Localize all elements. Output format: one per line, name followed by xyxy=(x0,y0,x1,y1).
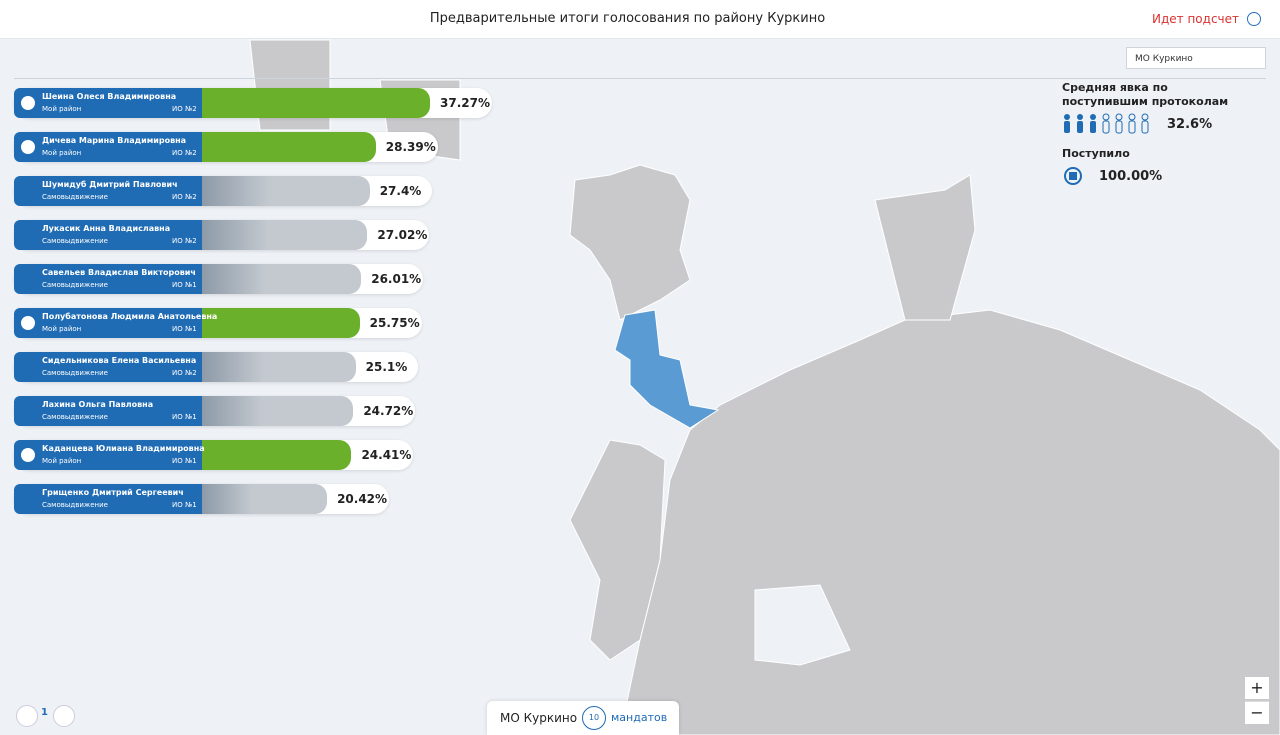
candidate-info xyxy=(14,132,202,162)
result-bar xyxy=(202,132,376,162)
candidate-party: Мой район xyxy=(42,325,82,333)
result-bar xyxy=(202,484,328,514)
turnout-title: Средняя явка по поступившим протоколам xyxy=(1062,81,1229,108)
result-bar xyxy=(202,352,356,382)
candidate-party: Самовыдвижение xyxy=(42,281,108,289)
mandates-count: 10 xyxy=(582,706,606,730)
candidate-party: Самовыдвижение xyxy=(42,501,108,509)
candidate-info xyxy=(14,484,202,514)
candidate-party: Самовыдвижение xyxy=(42,413,108,421)
candidate-percent: 27.02% xyxy=(377,228,428,242)
candidate-district: ИО №2 xyxy=(172,149,197,157)
candidate-name: Савельев Владислав Викторович xyxy=(42,268,196,277)
zoom-in[interactable]: + xyxy=(1245,677,1269,699)
candidate-district: ИО №2 xyxy=(172,237,197,245)
party-logo xyxy=(21,140,35,154)
candidate-percent: 25.1% xyxy=(365,360,408,374)
candidate-district: ИО №1 xyxy=(172,325,197,333)
map-region xyxy=(754,584,851,666)
page-number[interactable]: 1 xyxy=(41,707,48,718)
next-page[interactable] xyxy=(53,705,75,727)
candidate-district: ИО №1 xyxy=(172,413,197,421)
party-logo xyxy=(21,448,35,462)
candidate-info xyxy=(14,352,202,382)
result-bar xyxy=(202,440,352,470)
map-region xyxy=(619,309,1280,735)
prev-page[interactable] xyxy=(16,705,38,727)
candidate-district: ИО №1 xyxy=(172,281,197,289)
status: Идет подсчет xyxy=(1152,12,1240,26)
result-bar xyxy=(202,220,368,250)
mandates-label: мандатов xyxy=(611,711,668,724)
candidate-name: Полубатонова Людмила Анатольевна xyxy=(42,312,218,321)
candidate-percent: 24.41% xyxy=(361,448,412,462)
play-button[interactable] xyxy=(1247,12,1261,26)
candidate-name: Каданцева Юлиана Владимировна xyxy=(42,444,205,453)
received-icon xyxy=(1064,167,1082,185)
candidate-district: ИО №2 xyxy=(172,193,197,201)
footer-district: МО Куркино xyxy=(500,711,578,725)
result-bar xyxy=(202,176,370,206)
page-title: Предварительные итоги голосования по рай… xyxy=(429,11,826,26)
result-bar xyxy=(202,88,431,118)
candidate-percent: 27.4% xyxy=(379,184,422,198)
candidate-info xyxy=(14,176,202,206)
candidate-name: Дичева Марина Владимировна xyxy=(42,136,187,145)
candidate-percent: 24.72% xyxy=(363,404,414,418)
candidate-percent: 25.75% xyxy=(369,316,420,330)
candidate-percent: 37.27% xyxy=(440,96,490,110)
candidate-info xyxy=(14,88,202,118)
candidate-info xyxy=(14,396,202,426)
map-region xyxy=(569,439,666,661)
candidate-percent: 28.39% xyxy=(385,140,436,154)
header xyxy=(0,0,1280,39)
candidate-name: Сидельникова Елена Васильевна xyxy=(42,356,197,365)
map-region xyxy=(569,164,691,321)
map-region xyxy=(874,174,976,321)
candidate-party: Самовыдвижение xyxy=(42,193,108,201)
result-bar xyxy=(202,264,362,294)
district-select[interactable]: МО Куркино xyxy=(1126,47,1266,69)
candidate-party: Самовыдвижение xyxy=(42,369,108,377)
zoom-out[interactable]: − xyxy=(1245,701,1269,724)
candidate-name: Лукасик Анна Владиславна xyxy=(42,224,171,233)
candidate-party: Мой район xyxy=(42,149,82,157)
result-bar xyxy=(202,308,360,338)
candidate-info xyxy=(14,220,202,250)
received-title: Поступило xyxy=(1062,147,1130,160)
separator xyxy=(14,78,1266,79)
candidate-name: Шумидуб Дмитрий Павлович xyxy=(42,180,178,189)
candidate-info xyxy=(14,308,202,338)
received-value: 100.00% xyxy=(1099,169,1163,184)
candidate-party: Мой район xyxy=(42,105,82,113)
candidate-district: ИО №2 xyxy=(172,369,197,377)
party-logo xyxy=(21,96,35,110)
candidate-info xyxy=(14,440,202,470)
map-district xyxy=(614,309,720,429)
candidate-name: Шеина Олеся Владимировна xyxy=(42,92,177,101)
candidate-party: Мой район xyxy=(42,457,82,465)
party-logo xyxy=(21,316,35,330)
result-bar xyxy=(202,396,354,426)
candidate-name: Грищенко Дмитрий Сергеевич xyxy=(42,488,184,497)
candidate-party: Самовыдвижение xyxy=(42,237,108,245)
candidate-percent: 26.01% xyxy=(371,272,422,286)
candidate-name: Лахина Ольга Павловна xyxy=(42,400,154,409)
turnout-value: 32.6% xyxy=(1167,117,1213,132)
candidate-percent: 20.42% xyxy=(337,492,388,506)
candidate-district: ИО №2 xyxy=(172,105,197,113)
candidate-info xyxy=(14,264,202,294)
candidate-district: ИО №1 xyxy=(172,457,197,465)
turnout-icons xyxy=(1064,113,1149,134)
candidate-district: ИО №1 xyxy=(172,501,197,509)
